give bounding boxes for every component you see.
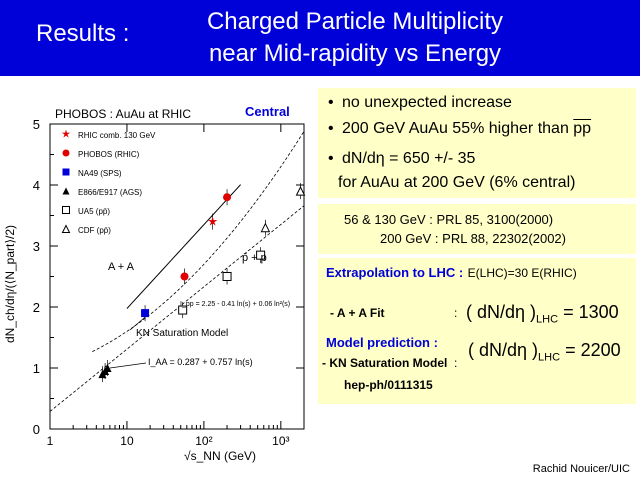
legend-label-2: NA49 (SPS) bbox=[78, 169, 122, 178]
y-tick-label-3: 3 bbox=[33, 239, 40, 254]
legend-marker-2 bbox=[62, 168, 70, 176]
kn-pointer-line bbox=[129, 316, 146, 331]
annotation-fit-pp: I_pp = 2.25 - 0.41 ln(s) + 0.06 ln²(s) bbox=[180, 301, 290, 308]
point-4-0 bbox=[178, 305, 188, 315]
point-4-2 bbox=[256, 250, 266, 260]
point-4-1 bbox=[222, 272, 232, 281]
legend-label-0: RHIC comb. 130 GeV bbox=[78, 131, 156, 140]
point-1-0 bbox=[180, 272, 189, 281]
footer-author: Rachid Nouicer/UIC bbox=[532, 463, 630, 475]
ref-line-1: 56 & 130 GeV : PRL 85, 3100(2000) bbox=[344, 212, 554, 227]
x-tick-label-3: 10³ bbox=[272, 434, 289, 448]
kn-reference: hep-ph/0111315 bbox=[344, 378, 433, 392]
extrap-heading: Extrapolation to LHC : E(LHC)=30 E(RHIC) bbox=[326, 265, 577, 280]
x-tick-label-0: 1 bbox=[47, 434, 54, 448]
x-axis-label: √s_NN (GeV) bbox=[184, 449, 256, 463]
annotation-fit-aa: I_AA = 0.287 + 0.757 ln(s) bbox=[148, 357, 253, 367]
kn-label: - KN Saturation Model bbox=[322, 356, 448, 370]
y-tick-label-4: 4 bbox=[33, 178, 40, 193]
fit-label: - A + A Fit bbox=[330, 306, 385, 320]
kn-expression: ( dN/dη )LHC = 2200 bbox=[468, 340, 621, 364]
x-tick-label-1: 10 bbox=[120, 434, 134, 448]
chart-title: PHOBOS : AuAu at RHIC bbox=[55, 107, 191, 121]
legend-marker-1 bbox=[62, 149, 70, 157]
annotation-kn: KN Saturation Model bbox=[136, 328, 228, 339]
pp-bar: pp bbox=[573, 120, 592, 137]
slide-title: Charged Particle Multiplicity near Mid-r… bbox=[150, 6, 560, 70]
legend-label-1: PHOBOS (RHIC) bbox=[78, 150, 140, 159]
point-5-0 bbox=[260, 222, 271, 233]
y-tick-label-2: 2 bbox=[33, 300, 40, 315]
bullet-3-sub: for AuAu at 200 GeV (6% central) bbox=[338, 174, 576, 191]
y-tick-label-1: 1 bbox=[33, 361, 40, 376]
point-3-2 bbox=[103, 364, 112, 372]
fit-expression: ( dN/dη )LHC = 1300 bbox=[466, 302, 619, 326]
y-tick-label-5: 5 bbox=[33, 117, 40, 132]
chart-central-tag: Central bbox=[245, 104, 290, 119]
title-line-1: Charged Particle Multiplicity bbox=[206, 8, 504, 35]
header-bar: Results : Charged Particle Multiplicity … bbox=[0, 0, 640, 76]
legend-marker-3 bbox=[62, 187, 70, 195]
aa-fit-line bbox=[49, 205, 305, 412]
pp-fit-line bbox=[92, 131, 305, 352]
kn-colon: : bbox=[454, 356, 458, 370]
fit-colon: : bbox=[454, 306, 458, 320]
point-2-0 bbox=[141, 309, 150, 318]
ref-line-2: 200 GeV : PRL 88, 22302(2002) bbox=[380, 231, 566, 246]
bullet-3: • dN/dη = 650 +/- 35 bbox=[328, 150, 476, 167]
model-label: Model prediction : bbox=[326, 335, 438, 350]
x-tick-label-2: 10² bbox=[195, 434, 212, 448]
legend-label-3: E866/E917 (AGS) bbox=[78, 188, 142, 197]
y-tick-label-0: 0 bbox=[33, 422, 40, 437]
fit-aa-pointer-line bbox=[109, 362, 147, 369]
legend-label-4: UA5 (pp̄) bbox=[78, 207, 110, 216]
annotation-pp: p̄ + p bbox=[242, 252, 267, 264]
legend-marker-0 bbox=[61, 129, 71, 138]
point-0-0 bbox=[207, 216, 218, 226]
annotation-aa: A + A bbox=[108, 261, 135, 273]
legend-label-5: CDF (pp̄) bbox=[78, 226, 111, 235]
reference-panel: 56 & 130 GeV : PRL 85, 3100(2000) 200 Ge… bbox=[318, 204, 636, 254]
extrapolation-panel: Extrapolation to LHC : E(LHC)=30 E(RHIC)… bbox=[318, 258, 636, 404]
results-label: Results : bbox=[36, 20, 130, 47]
bullet-panel: • no unexpected increase • 200 GeV AuAu 55… bbox=[318, 88, 636, 198]
kn-saturation-line bbox=[126, 184, 241, 309]
bullet-1: • no unexpected increase bbox=[328, 94, 512, 111]
bullet-2: • 200 GeV AuAu 55% higher than pp bbox=[328, 120, 592, 137]
legend-marker-5 bbox=[61, 224, 71, 233]
multiplicity-chart: PHOBOS : AuAu at RHIC Central 1 10 10² 10³ 0… bbox=[3, 104, 306, 463]
point-5-1 bbox=[295, 185, 306, 196]
point-1-1 bbox=[223, 193, 232, 202]
y-axis-label: dN_ch/dη/(⟨N_part⟩/2) bbox=[3, 225, 17, 343]
legend-marker-4 bbox=[62, 206, 70, 214]
title-line-2: near Mid-rapidity vs Energy bbox=[208, 40, 502, 67]
